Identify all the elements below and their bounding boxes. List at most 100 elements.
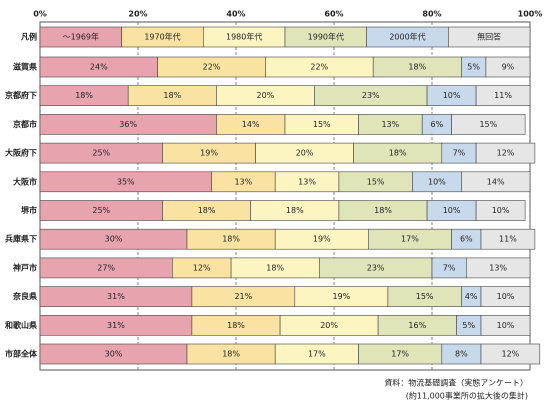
y-tick-label: 大阪府下 [5, 148, 37, 158]
y-tick-label: 奈良県 [12, 291, 37, 301]
value-label: 7% [453, 149, 466, 158]
value-label: 27% [97, 263, 115, 272]
y-tick-label: 大阪市 [13, 176, 37, 186]
x-tick-label: 20% [128, 10, 147, 19]
value-label: 7% [443, 263, 456, 272]
value-label: 18% [198, 206, 216, 215]
bar-segment [475, 85, 531, 106]
value-label: 15% [367, 177, 385, 186]
value-label: 10% [443, 206, 461, 215]
legend-swatch [448, 26, 531, 48]
value-label: 11% [499, 235, 517, 244]
x-tick-label: 60% [324, 10, 343, 19]
value-label: 19% [332, 292, 350, 301]
value-label: 31% [107, 292, 125, 301]
value-label: 36% [119, 120, 137, 129]
value-label: 18% [266, 263, 284, 272]
value-label: 15% [416, 292, 434, 301]
legend-entry: ～1969年 [63, 32, 99, 42]
value-label: 19% [313, 235, 331, 244]
value-label: 17% [401, 235, 419, 244]
value-label: 9% [502, 63, 515, 72]
legend-entry: 1990年代 [308, 32, 344, 42]
value-label: 24% [90, 63, 108, 72]
value-label: 6% [460, 235, 473, 244]
value-label: 18% [163, 91, 181, 100]
value-label: 13% [381, 120, 399, 129]
value-label: 20% [320, 321, 338, 330]
x-tick-label: 0% [33, 10, 47, 19]
y-tick-label: 京都市 [13, 119, 37, 129]
value-label: 5% [462, 321, 475, 330]
value-label: 6% [431, 120, 444, 129]
value-label: 5% [467, 63, 480, 72]
value-label: 13% [298, 177, 316, 186]
value-label: 21% [234, 292, 252, 301]
x-tick-label: 100% [518, 10, 543, 19]
value-label: 8% [455, 350, 468, 359]
bar-segment [480, 343, 541, 365]
value-label: 4% [465, 292, 478, 301]
value-label: 20% [296, 149, 314, 158]
value-label: 10% [428, 177, 446, 186]
value-label: 12% [193, 263, 211, 272]
plot-frame [39, 21, 531, 371]
value-label: 13% [489, 263, 507, 272]
bar-segment [480, 286, 531, 307]
value-label: 18% [374, 206, 392, 215]
value-label: 15% [479, 120, 497, 129]
value-label: 25% [92, 149, 110, 158]
value-label: 30% [105, 350, 123, 359]
bar-segment [475, 142, 536, 164]
value-label: 18% [227, 321, 245, 330]
bar-segment [485, 56, 531, 78]
y-tick-label: 神戸市 [13, 262, 37, 272]
value-label: 23% [367, 263, 385, 272]
value-label: 18% [408, 63, 426, 72]
bar-segment [465, 257, 531, 279]
value-label: 18% [75, 91, 93, 100]
value-label: 23% [362, 91, 380, 100]
value-label: 17% [391, 350, 409, 359]
value-label: 18% [286, 206, 304, 215]
value-label: 19% [200, 149, 218, 158]
y-tick-label: 滋賀県 [13, 62, 37, 72]
source-note: 資料：物流基礎調査（実態アンケート） [384, 378, 528, 388]
value-label: 14% [487, 177, 505, 186]
legend-entry: 1980年代 [226, 32, 262, 42]
y-tick-label: 和歌山県 [5, 320, 37, 330]
y-tick-label: 堺市 [21, 205, 37, 215]
bar-segment [480, 314, 531, 336]
value-label: 22% [310, 63, 328, 72]
y-tick-label: 兵庫県下 [5, 234, 37, 244]
value-label: 20% [257, 91, 275, 100]
value-label: 22% [203, 63, 221, 72]
x-tick-label: 80% [422, 10, 441, 19]
value-label: 12% [502, 350, 520, 359]
bar-segment [480, 228, 536, 250]
value-label: 30% [105, 235, 123, 244]
source-note: (約11,000事業所の拡大後の集計) [406, 391, 528, 401]
value-label: 35% [117, 177, 135, 186]
value-label: 14% [242, 120, 260, 129]
value-label: 25% [92, 206, 110, 215]
legend-entry: 無回答 [477, 32, 501, 42]
bar-segment [451, 114, 526, 135]
value-label: 10% [443, 91, 461, 100]
value-label: 18% [222, 235, 240, 244]
legend-entry: 2000年代 [389, 32, 425, 42]
value-label: 17% [308, 350, 326, 359]
value-label: 10% [497, 292, 515, 301]
y-tick-label: 京都府下 [5, 90, 37, 100]
value-label: 15% [313, 120, 331, 129]
legend-label: 凡例 [21, 32, 37, 42]
value-label: 18% [389, 149, 407, 158]
bar-segment [475, 200, 526, 221]
value-label: 10% [492, 206, 510, 215]
bar-segment [461, 171, 531, 193]
value-label: 11% [494, 91, 512, 100]
value-label: 18% [222, 350, 240, 359]
y-tick-label: 市部全体 [5, 349, 38, 359]
value-label: 16% [408, 321, 426, 330]
